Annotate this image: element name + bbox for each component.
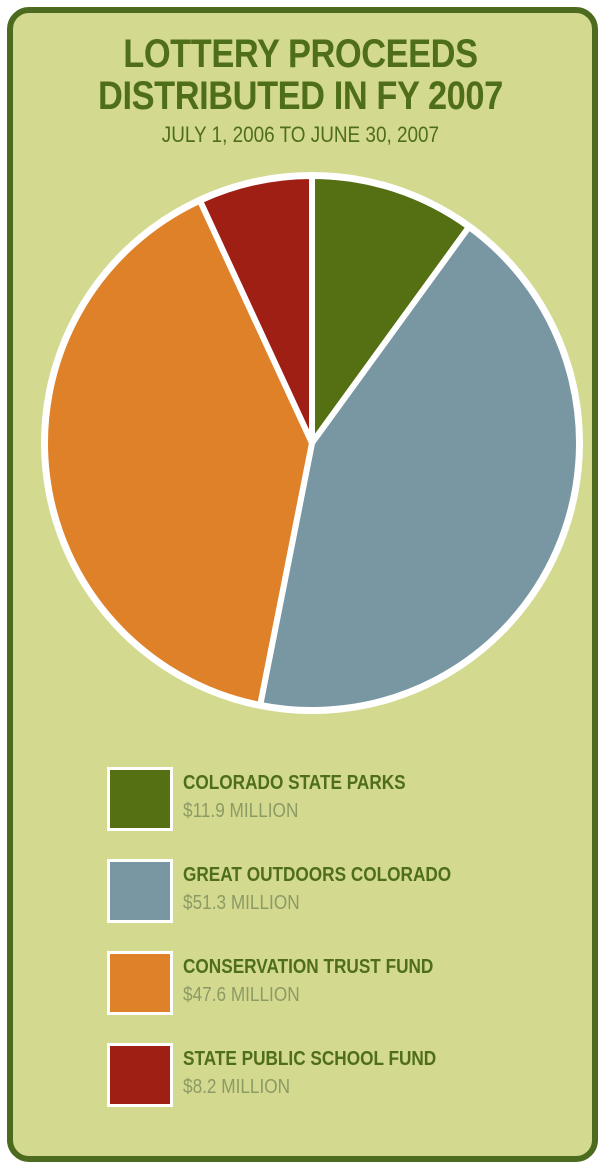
legend-label: CONSERVATION TRUST FUND — [183, 956, 434, 978]
pie-slice-state-public-school-fund — [196, 173, 315, 446]
legend-value: $51.3 MILLION — [183, 892, 300, 914]
chart-subtitle: JULY 1, 2006 TO JUNE 30, 2007 — [161, 122, 440, 147]
legend-label: GREAT OUTDOORS COLORADO — [183, 864, 452, 886]
pie-slice-colorado-state-parks — [309, 173, 472, 446]
legend-value: $8.2 MILLION — [183, 1076, 291, 1098]
legend-item-colorado-state-parks: COLORADO STATE PARKS $11.9 MILLION — [107, 767, 547, 833]
chart-title-line-2: DISTRIBUTED IN FY 2007 — [98, 74, 503, 118]
legend-value: $11.9 MILLION — [183, 800, 299, 822]
pie-slice-conservation-trust-fund — [42, 197, 315, 708]
pie-chart — [41, 172, 583, 714]
legend-swatch-colorado-state-parks — [107, 767, 173, 831]
legend-item-state-public-school-fund: STATE PUBLIC SCHOOL FUND $8.2 MILLION — [107, 1043, 547, 1109]
legend-label: STATE PUBLIC SCHOOL FUND — [183, 1048, 437, 1070]
legend-item-great-outdoors-colorado: GREAT OUTDOORS COLORADO $51.3 MILLION — [107, 859, 547, 925]
legend-swatch-state-public-school-fund — [107, 1043, 173, 1107]
legend-swatch-great-outdoors-colorado — [107, 859, 173, 923]
legend-swatch-conservation-trust-fund — [107, 951, 173, 1015]
pie-slice-great-outdoors-colorado — [257, 223, 582, 713]
legend-item-conservation-trust-fund: CONSERVATION TRUST FUND $47.6 MILLION — [107, 951, 547, 1017]
chart-title-line-1: LOTTERY PROCEEDS — [123, 32, 478, 76]
legend-label: COLORADO STATE PARKS — [183, 772, 406, 794]
legend-value: $47.6 MILLION — [183, 984, 300, 1006]
